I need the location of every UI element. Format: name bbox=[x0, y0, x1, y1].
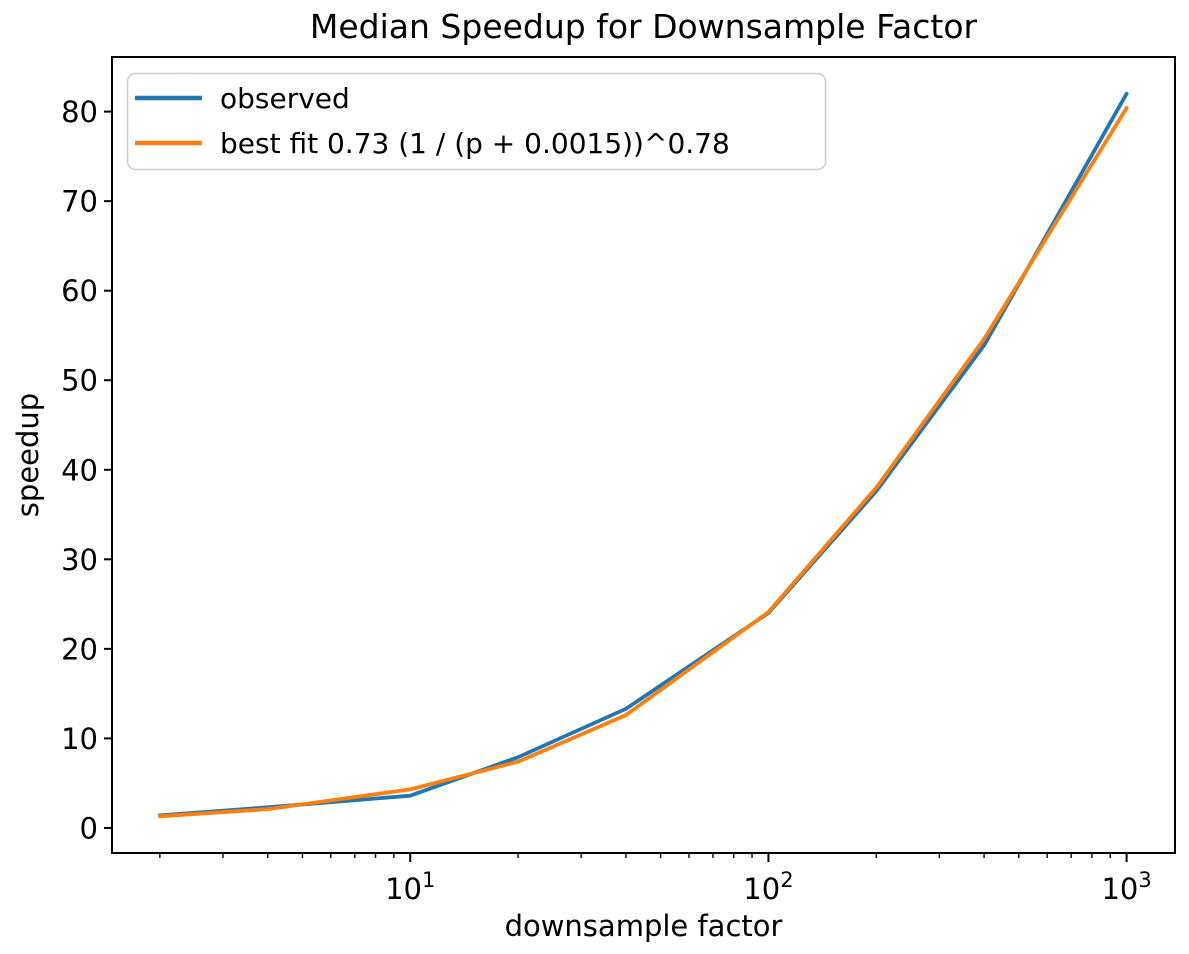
y-tick-label: 40 bbox=[61, 453, 98, 487]
legend-box bbox=[126, 72, 827, 171]
y-tick-label: 70 bbox=[61, 185, 98, 219]
y-tick-label: 60 bbox=[61, 274, 98, 308]
chart-title: Median Speedup for Downsample Factor bbox=[310, 7, 978, 46]
x-axis: 101 102 103 bbox=[159, 853, 1152, 906]
y-tick-label: 30 bbox=[61, 543, 98, 577]
x-tick-label: 103 bbox=[1101, 868, 1151, 906]
series-lines bbox=[157, 91, 1129, 819]
x-axis-label: downsample factor bbox=[505, 909, 783, 943]
y-tick-label: 10 bbox=[61, 722, 98, 756]
y-tick-label: 80 bbox=[61, 95, 98, 129]
legend-label-best-fit: best fit 0.73 (1 / (p + 0.0015))^0.78 bbox=[220, 127, 730, 160]
y-axis: 0 10 20 30 40 50 60 70 80 bbox=[61, 95, 112, 845]
legend-label-observed: observed bbox=[220, 82, 350, 115]
x-tick-label: 102 bbox=[743, 868, 793, 906]
y-tick-label: 0 bbox=[80, 811, 98, 845]
plot-area-border bbox=[111, 56, 1176, 854]
legend: observed best fit 0.73 (1 / (p + 0.0015)… bbox=[126, 72, 827, 171]
x-tick-label: 101 bbox=[385, 868, 435, 906]
y-axis-label: speedup bbox=[11, 393, 45, 517]
series-line-observed bbox=[157, 91, 1129, 818]
series-line-best-fit bbox=[157, 106, 1129, 819]
y-tick-label: 20 bbox=[61, 632, 98, 666]
y-tick-label: 50 bbox=[61, 364, 98, 398]
